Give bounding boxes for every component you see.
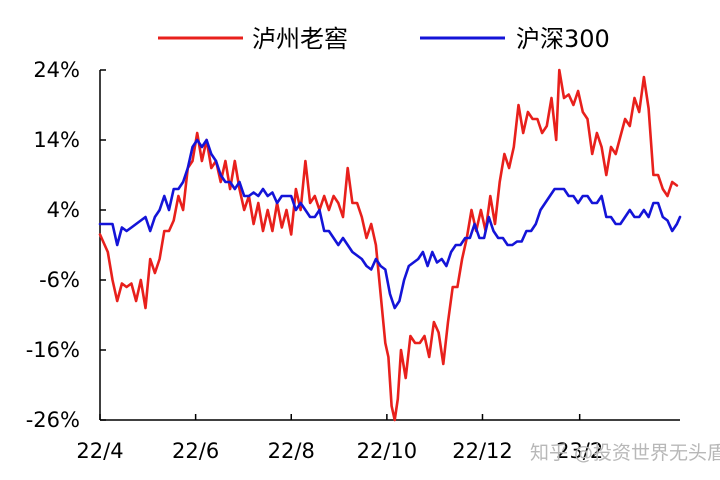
x-axis: 22/4 22/6 22/8 22/10 22/12 23/2 xyxy=(76,414,680,463)
series-line-luzhou-laojiao xyxy=(98,68,679,422)
chart-series xyxy=(98,68,682,422)
chart-legend: 泸州老窖 沪深300 xyxy=(158,25,610,53)
y-tick-label: 14% xyxy=(33,128,80,152)
y-tick-label: -6% xyxy=(39,268,80,292)
x-tick-label: 22/8 xyxy=(268,439,315,463)
x-tick-label: 22/6 xyxy=(172,439,219,463)
x-tick-label: 22/10 xyxy=(357,439,418,463)
y-tick-label: 24% xyxy=(33,58,80,82)
y-tick-label: -26% xyxy=(26,408,80,432)
legend-label-luzhou-laojiao: 泸州老窖 xyxy=(252,25,348,53)
x-tick-label: 23/2 xyxy=(556,439,603,463)
y-tick-label: 4% xyxy=(47,198,80,222)
legend-label-hs300: 沪深300 xyxy=(516,25,610,53)
y-tick-label: -16% xyxy=(26,338,80,362)
y-axis: 24% 14% 4% -6% -16% -26% xyxy=(26,58,106,432)
x-tick-label: 22/12 xyxy=(452,439,513,463)
x-tick-label: 22/4 xyxy=(76,439,123,463)
watermark-text: 知乎 @投资世界无头盾 xyxy=(530,442,720,464)
series-line-hs300 xyxy=(98,138,682,310)
